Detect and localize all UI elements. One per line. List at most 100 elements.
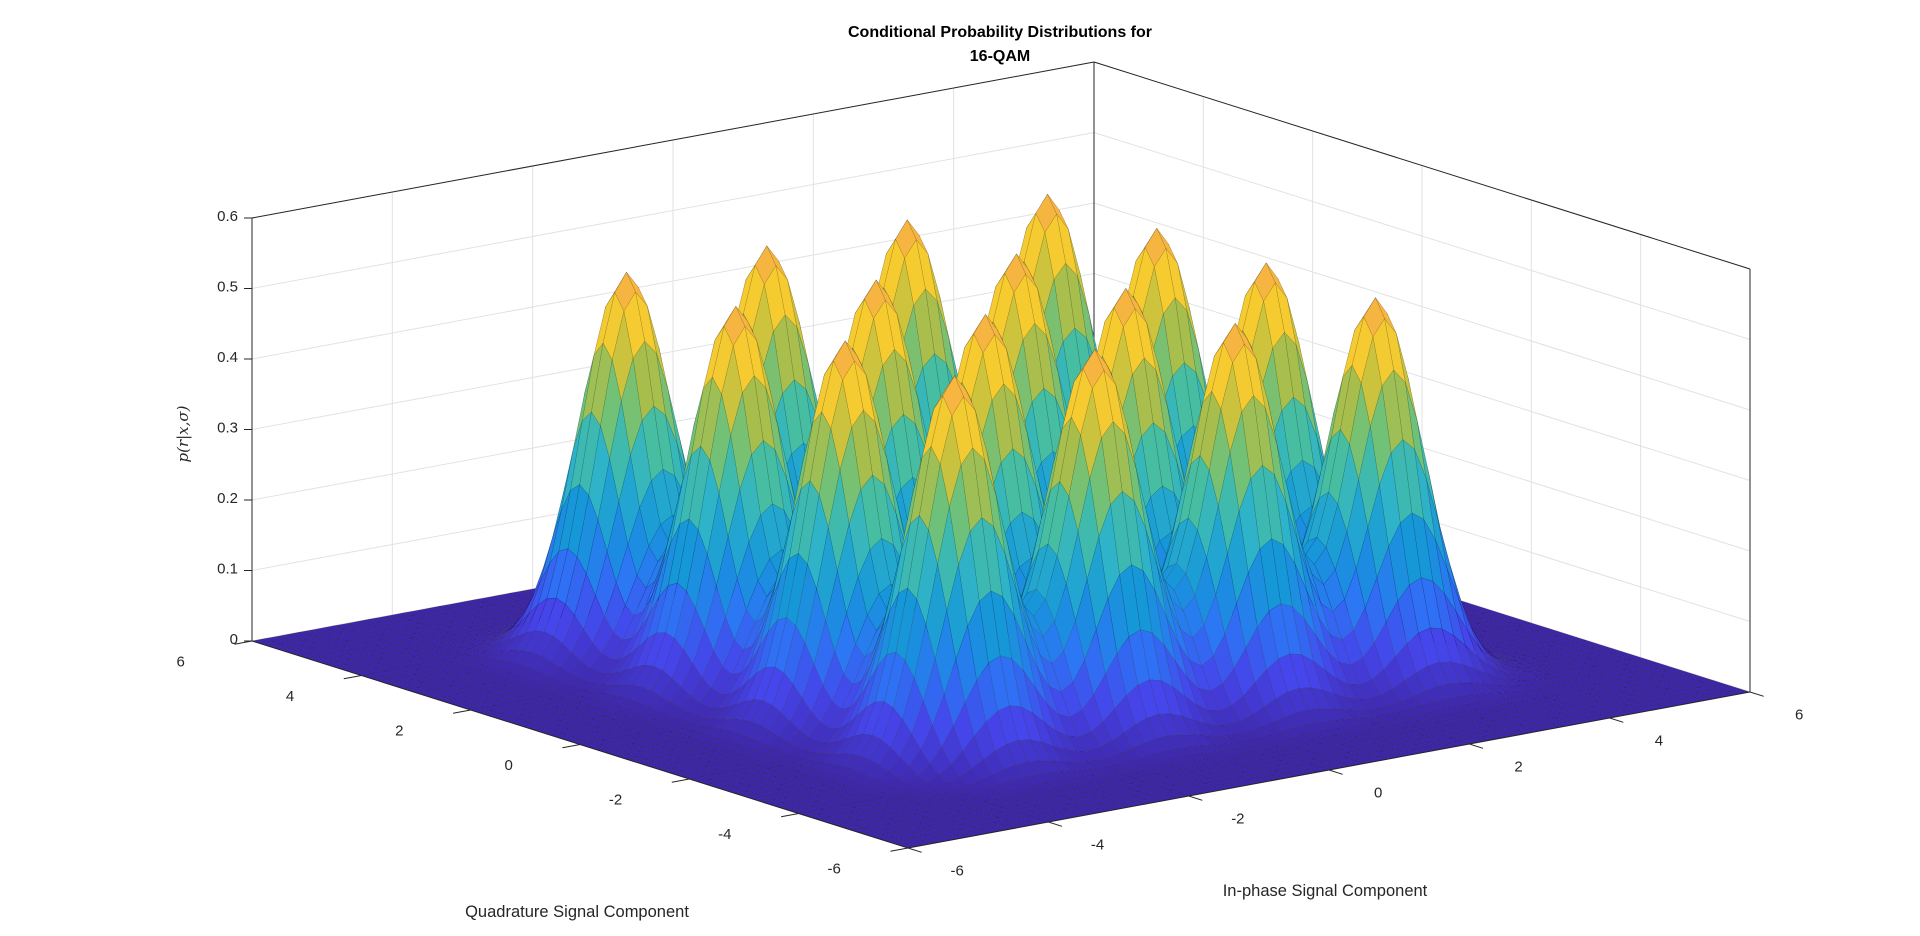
surface-patch [982,750,1005,776]
surface-patch [1082,768,1105,776]
surface-patch [666,707,689,720]
surface-patch [1025,273,1047,337]
grid-line [1093,273,1751,481]
surface-patch [893,660,915,720]
surface-patch [1050,417,1072,491]
surface-patch [1389,701,1412,713]
surface-patch [629,612,651,655]
surface-patch [509,665,531,676]
surface-patch [621,685,643,700]
surface-patch [658,523,681,597]
axis-edge [251,61,1095,219]
surface-patch [1086,784,1109,791]
surface-patch [1180,767,1203,774]
surface-patch [921,395,943,458]
surface-patch [1501,697,1524,704]
surface-patch [1335,531,1357,600]
surface-patch [1063,789,1086,795]
surface-patch [627,507,649,576]
surface-patch [652,519,674,595]
surface-patch [1092,369,1114,439]
surface-patch [850,663,872,708]
surface-patch [841,679,863,710]
surface-patch [1117,761,1140,770]
surface-patch [545,680,568,689]
surface-patch [829,707,851,729]
surface-patch [583,594,605,644]
surface-patch [1398,709,1421,718]
surface-patch [1362,642,1384,681]
surface-patch [1224,603,1246,670]
surface-patch [1331,365,1353,439]
surface-patch [597,458,619,553]
surface-patch [898,515,920,594]
surface-patch [947,776,970,791]
surface-patch [1406,632,1428,674]
surface-patch [1374,621,1396,671]
surface-patch [1484,711,1507,717]
surface-patch [1473,668,1496,686]
surface-patch [700,728,723,737]
surface-patch [1093,673,1115,723]
surface-patch [607,654,630,675]
surface-patch [858,549,880,616]
surface-patch [919,446,941,531]
surface-patch [1536,692,1559,698]
surface-patch [572,690,595,697]
surface-patch [552,449,574,539]
surface-patch [935,783,958,794]
surface-patch [1137,679,1159,719]
surface-patch [743,264,765,332]
surface-patch [1346,479,1368,570]
surface-patch [536,676,559,686]
surface-patch [1223,322,1245,364]
surface-patch [890,718,912,758]
surface-patch [640,568,662,629]
surface-patch [859,637,881,698]
surface-patch [470,625,492,631]
surface-patch [679,445,702,525]
surface-patch [716,536,738,618]
surface-patch [703,719,725,729]
surface-patch [626,638,648,671]
surface-patch [579,698,602,706]
surface-patch [511,650,534,666]
surface-patch [1301,466,1323,548]
surface-patch [1363,716,1386,724]
surface-patch [933,375,955,410]
surface-patch [1203,763,1226,769]
surface-patch [579,411,601,496]
surface-patch [852,649,875,686]
surface-patch [636,545,658,589]
surface-patch [546,548,569,599]
surface-patch [730,392,752,490]
surface-patch [797,767,820,775]
surface-patch [923,658,945,727]
surface-patch [755,745,777,755]
surface-patch [728,662,751,695]
surface-patch [537,551,560,605]
surface-patch [1051,791,1074,797]
surface-patch [770,516,793,604]
surface-patch [1054,583,1076,652]
surface-patch [751,440,773,516]
surface-patch [1276,744,1299,751]
surface-patch [925,564,947,659]
surface-patch [847,681,869,724]
surface-patch [627,702,650,714]
surface-patch [1147,768,1170,775]
surface-patch [712,325,734,395]
surface-patch [1507,706,1530,713]
surface-patch [846,576,868,645]
surface-patch [632,340,654,421]
surface-patch [1025,642,1047,704]
surface-patch [737,541,759,611]
surface-patch [600,695,622,705]
surface-patch [1322,376,1344,467]
surface-patch [1171,599,1193,639]
surface-patch [1194,557,1216,626]
surface-patch [1222,668,1244,707]
surface-patch [1350,657,1372,686]
surface-patch [826,723,849,744]
